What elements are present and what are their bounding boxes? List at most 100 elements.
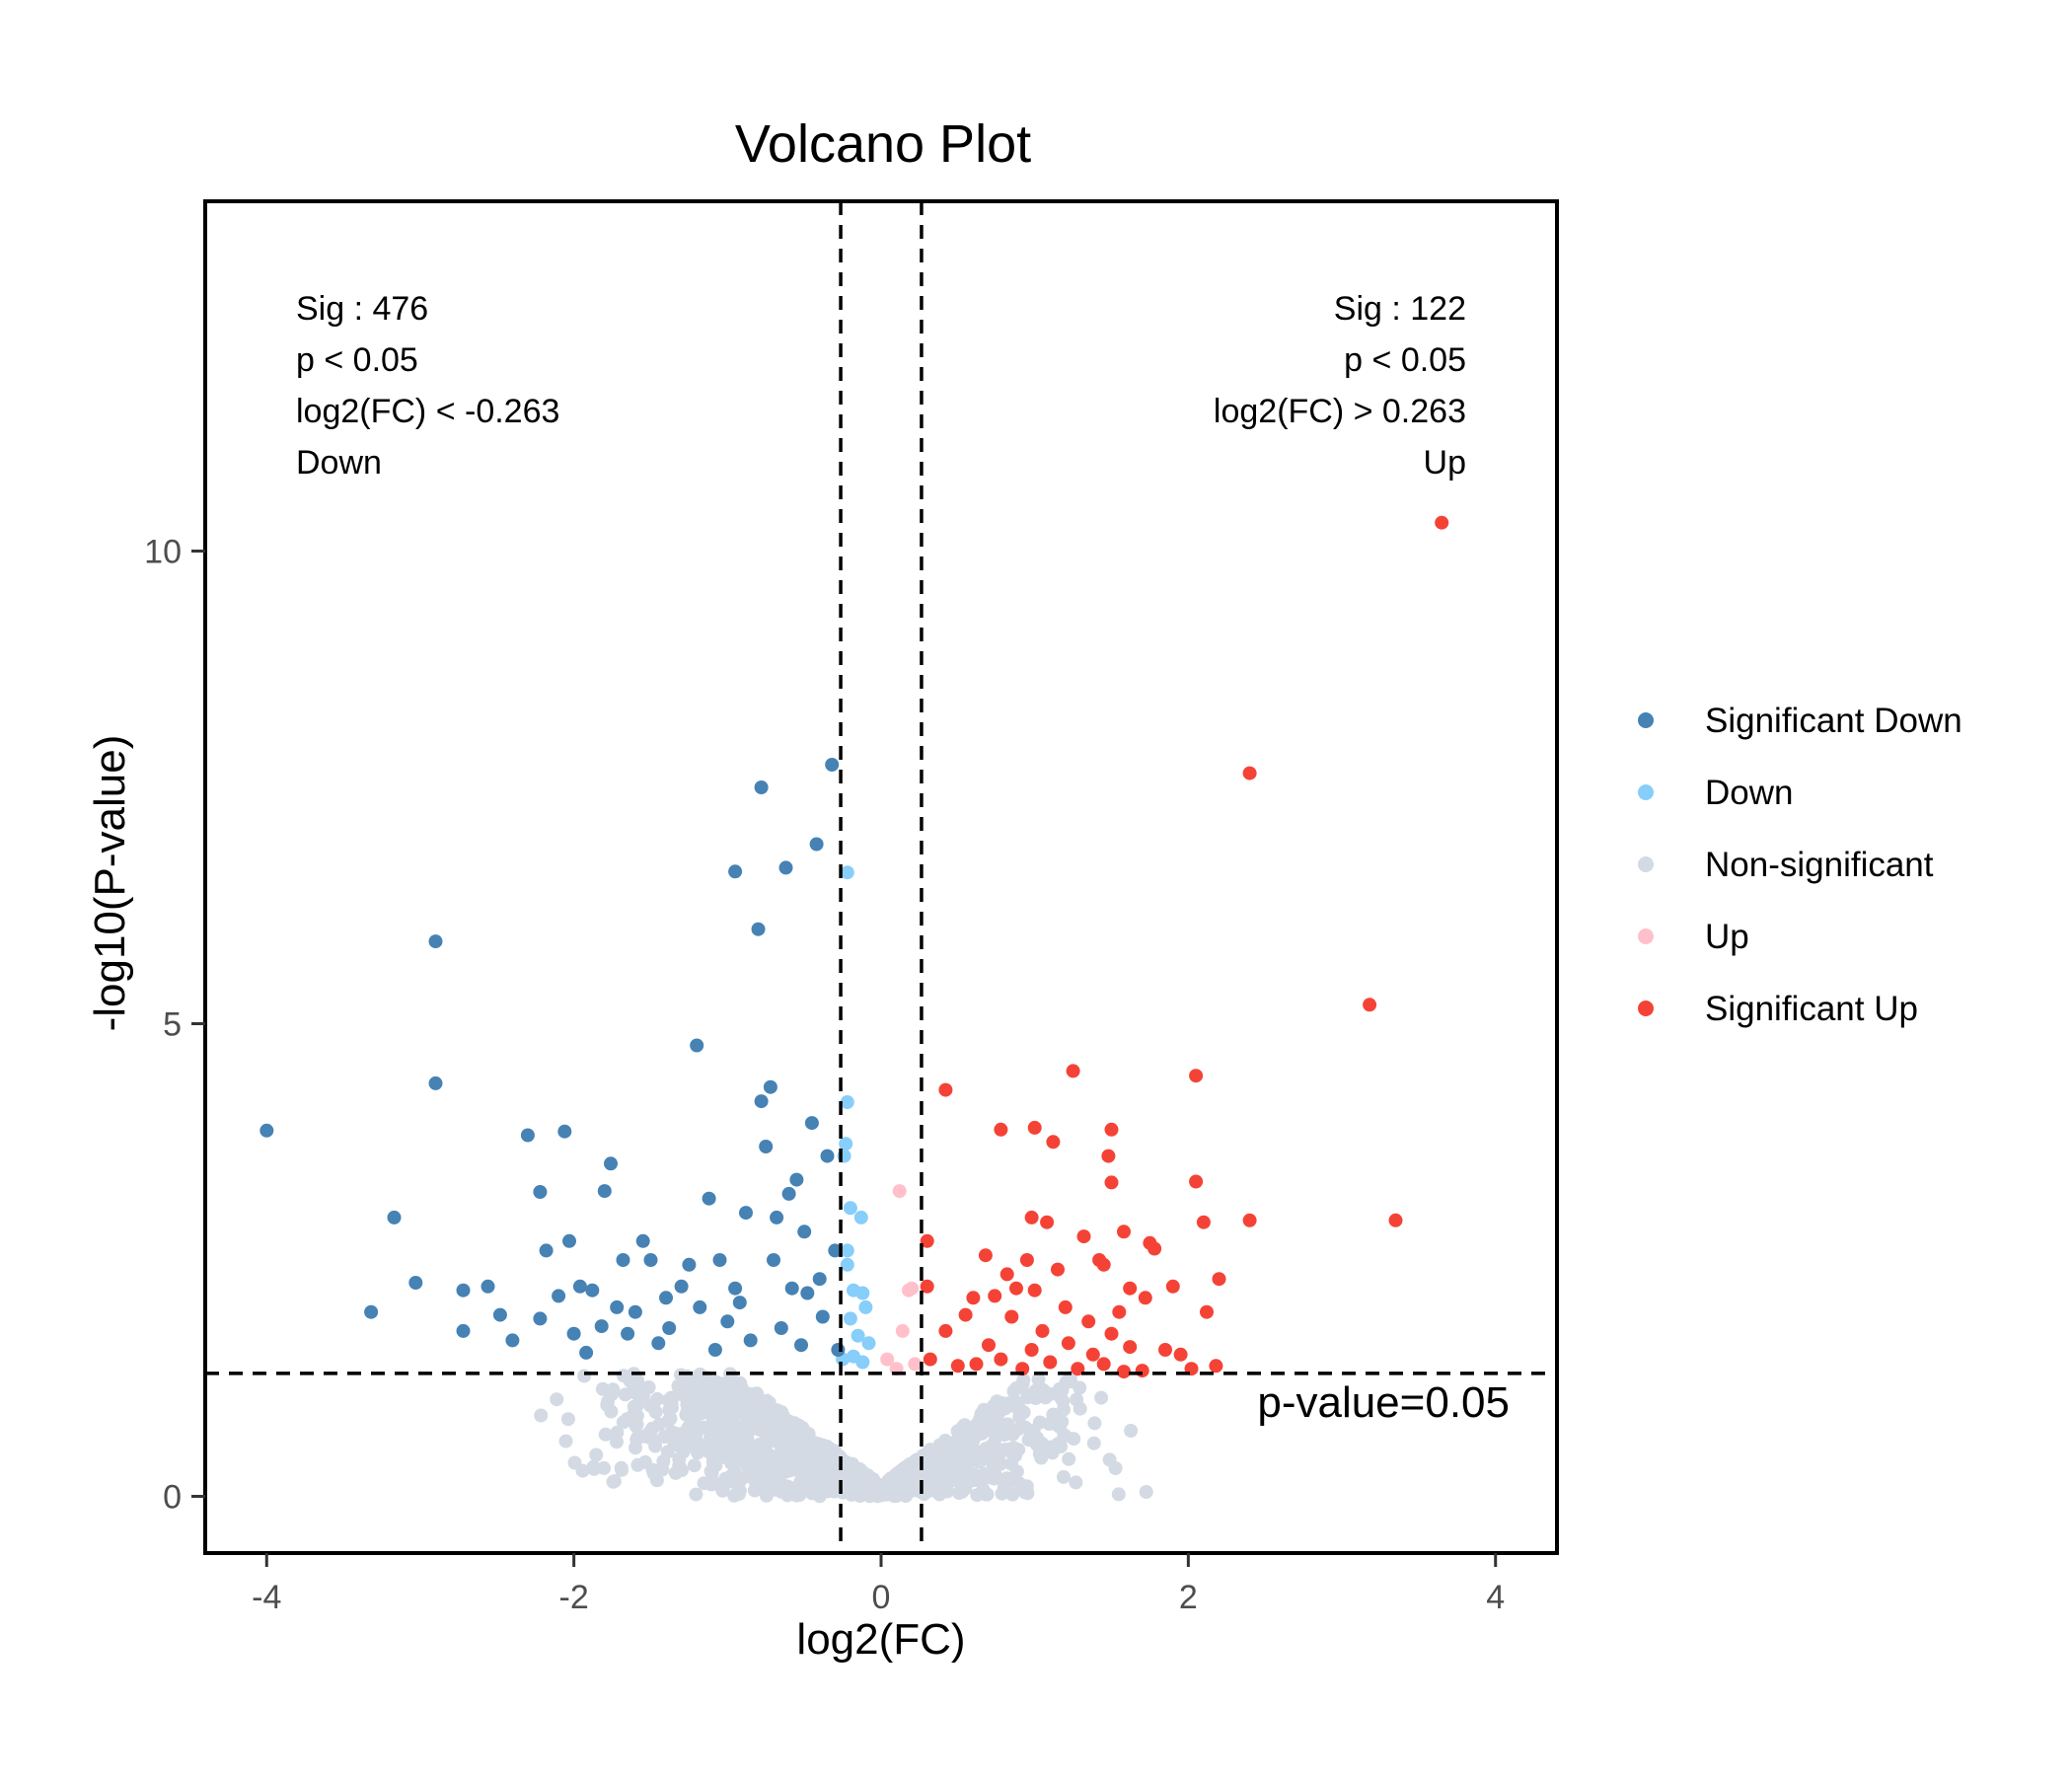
- point-down: [840, 865, 854, 880]
- point-non-significant: [757, 1413, 772, 1428]
- point-non-significant: [730, 1423, 745, 1438]
- point-non-significant: [880, 1486, 895, 1501]
- point-significant-up: [1096, 1257, 1111, 1272]
- point-non-significant: [979, 1487, 994, 1502]
- point-non-significant: [998, 1428, 1011, 1443]
- point-significant-up: [1071, 1362, 1085, 1376]
- point-non-significant: [678, 1441, 693, 1455]
- point-significant-up: [1138, 1291, 1152, 1305]
- point-significant-up: [1043, 1355, 1058, 1370]
- point-non-significant: [990, 1416, 1004, 1431]
- point-non-significant: [701, 1444, 715, 1458]
- point-significant-down: [828, 1243, 843, 1258]
- point-significant-down: [812, 1272, 827, 1287]
- x-tick-label: 2: [1179, 1579, 1198, 1616]
- point-significant-down: [720, 1314, 735, 1329]
- point-down: [851, 1328, 865, 1343]
- point-non-significant: [778, 1464, 793, 1479]
- point-non-significant: [627, 1399, 641, 1414]
- point-significant-up: [1135, 1364, 1149, 1378]
- point-significant-up: [1435, 515, 1449, 530]
- point-non-significant: [656, 1454, 671, 1469]
- point-non-significant: [950, 1424, 965, 1439]
- x-axis: -4 -2 0 2 4: [252, 1553, 1505, 1616]
- point-non-significant: [970, 1451, 985, 1466]
- point-significant-down: [693, 1299, 707, 1314]
- point-significant-up: [1117, 1224, 1131, 1239]
- point-non-significant: [1035, 1382, 1050, 1397]
- point-significant-up: [1040, 1215, 1055, 1229]
- annotation-right-line: p < 0.05: [1344, 341, 1466, 379]
- point-significant-up: [1104, 1326, 1119, 1341]
- annotation-left-line: Sig : 476: [296, 290, 428, 328]
- legend-marker: [1638, 856, 1654, 872]
- point-non-significant: [939, 1479, 954, 1493]
- point-non-significant: [1006, 1384, 1021, 1398]
- point-non-significant: [821, 1481, 836, 1496]
- point-non-significant: [615, 1462, 629, 1477]
- point-significant-up: [1104, 1175, 1119, 1190]
- point-significant-up: [966, 1291, 981, 1305]
- point-non-significant: [607, 1474, 622, 1489]
- point-significant-down: [387, 1210, 402, 1224]
- point-non-significant: [1069, 1475, 1083, 1490]
- point-non-significant: [922, 1464, 936, 1479]
- point-non-significant: [944, 1466, 959, 1480]
- point-non-significant: [697, 1476, 711, 1491]
- point-non-significant: [763, 1428, 777, 1443]
- point-down: [843, 1201, 857, 1216]
- point-significant-up: [1200, 1304, 1214, 1319]
- point-significant-down: [552, 1289, 566, 1303]
- point-non-significant: [630, 1383, 645, 1398]
- point-significant-down: [784, 1281, 799, 1296]
- point-significant-up: [999, 1267, 1014, 1282]
- point-significant-down: [820, 1149, 835, 1163]
- point-up: [880, 1352, 895, 1367]
- point-non-significant: [648, 1405, 663, 1420]
- point-down: [858, 1299, 873, 1314]
- legend-marker: [1638, 928, 1654, 944]
- point-non-significant: [723, 1391, 738, 1405]
- point-significant-down: [800, 1286, 815, 1300]
- point-non-significant: [689, 1487, 703, 1502]
- point-non-significant: [1139, 1485, 1153, 1499]
- point-non-significant: [589, 1447, 604, 1462]
- point-significant-down: [781, 1186, 796, 1201]
- point-significant-up: [1066, 1064, 1080, 1078]
- point-significant-down: [585, 1283, 600, 1298]
- point-non-significant: [744, 1422, 759, 1436]
- point-down: [855, 1286, 870, 1300]
- point-significant-down: [770, 1210, 784, 1224]
- point-non-significant: [1031, 1373, 1046, 1387]
- point-non-significant: [756, 1482, 771, 1497]
- point-significant-down: [809, 837, 824, 852]
- point-significant-down: [754, 1094, 769, 1109]
- point-significant-down: [751, 922, 766, 936]
- point-significant-up: [1147, 1241, 1162, 1256]
- point-significant-down: [774, 1321, 788, 1335]
- point-non-significant: [845, 1472, 859, 1487]
- point-significant-down: [610, 1299, 625, 1314]
- point-non-significant: [1020, 1388, 1035, 1403]
- point-non-significant: [586, 1459, 601, 1474]
- legend-label: Significant Up: [1705, 990, 1918, 1028]
- point-significant-up: [938, 1082, 953, 1097]
- point-significant-up: [1158, 1343, 1172, 1357]
- point-non-significant: [1108, 1461, 1123, 1475]
- point-significant-up: [1173, 1347, 1188, 1362]
- point-significant-down: [707, 1343, 722, 1357]
- series-down: [836, 865, 876, 1370]
- point-non-significant: [650, 1391, 665, 1406]
- point-significant-down: [456, 1283, 471, 1298]
- point-significant-up: [1081, 1314, 1096, 1329]
- point-non-significant: [775, 1484, 788, 1499]
- point-non-significant: [709, 1437, 724, 1451]
- point-significant-down: [702, 1191, 716, 1206]
- point-non-significant: [990, 1394, 1004, 1409]
- point-significant-up: [994, 1122, 1008, 1137]
- point-non-significant: [1111, 1487, 1126, 1502]
- x-tick-label: 0: [872, 1579, 891, 1616]
- annotations: Sig : 476 p < 0.05 log2(FC) < -0.263 Down Si…: [296, 290, 1466, 482]
- y-tick-label: 0: [163, 1479, 182, 1517]
